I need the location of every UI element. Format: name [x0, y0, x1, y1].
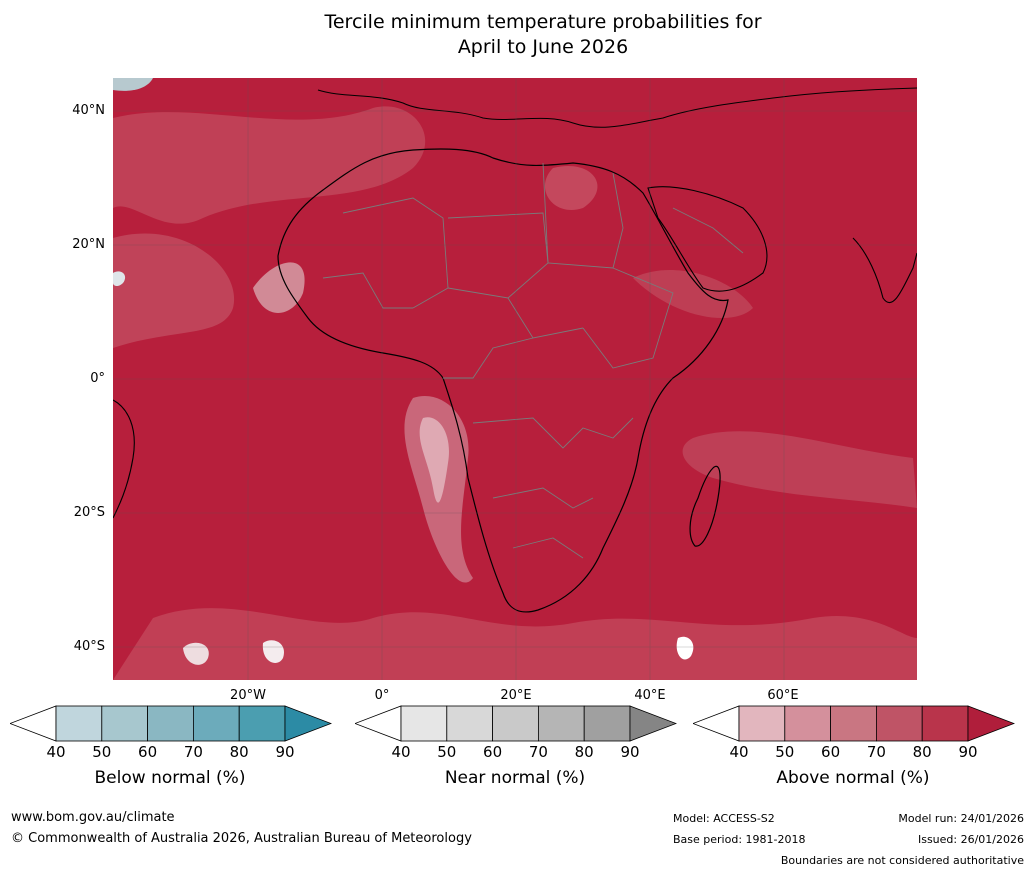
colorbar-near — [355, 705, 677, 742]
colorbar-near-tick-70: 70 — [528, 743, 548, 761]
issued-text: Issued: 26/01/2026 — [917, 833, 1024, 846]
map-canvas — [113, 78, 917, 680]
colorbar-above — [693, 705, 1015, 742]
colorbar-near-tick-80: 80 — [574, 743, 594, 761]
colorbar-near-under-triangle — [355, 705, 402, 742]
colorbar-below-segment-50 — [101, 705, 149, 742]
colorbar-near-segment-60 — [492, 705, 539, 742]
colorbar-below-tick-90: 90 — [275, 743, 295, 761]
colorbar-below-tick-40: 40 — [46, 743, 66, 761]
colorbar-below-segment-70 — [192, 705, 240, 742]
website-link[interactable]: www.bom.gov.au/climate — [11, 810, 175, 825]
colorbar-below-tick-70: 70 — [183, 743, 203, 761]
colorbar-below-tick-60: 60 — [138, 743, 158, 761]
colorbar-above-tick-70: 70 — [866, 743, 886, 761]
lon-label-20w: 20°W — [230, 688, 266, 703]
colorbar-near-segment-50 — [446, 705, 494, 742]
colorbar-near-tick-50: 50 — [437, 743, 457, 761]
colorbar-above-tick-50: 50 — [775, 743, 795, 761]
colorbar-near-segment-70 — [537, 705, 585, 742]
lat-label-20s: 20°S — [73, 505, 105, 520]
colorbar-below-segment-80 — [238, 705, 286, 742]
colorbar-near-tick-60: 60 — [483, 743, 503, 761]
title-line-2: April to June 2026 — [457, 36, 629, 58]
probability-map — [113, 78, 917, 680]
colorbar-above-segment-70 — [875, 705, 923, 742]
map-title: Tercile minimum temperature probabilitie… — [0, 10, 1035, 60]
lon-label-40e: 40°E — [634, 688, 666, 703]
colorbar-near-segment-40 — [400, 705, 448, 742]
colorbar-below-title: Below normal (%) — [94, 768, 246, 788]
title-line-1: Tercile minimum temperature probabilitie… — [324, 11, 762, 33]
lat-label-20n: 20°N — [72, 237, 105, 252]
copyright-text: © Commonwealth of Australia 2026, Austra… — [11, 831, 472, 846]
colorbar-near-over-triangle — [629, 705, 677, 742]
model-run-text: Model run: 24/01/2026 — [898, 812, 1024, 825]
colorbar-below-segment-40 — [55, 705, 103, 742]
colorbar-near-segment-80 — [583, 705, 631, 742]
model-text: Model: ACCESS-S2 — [673, 812, 775, 825]
colorbar-above-segment-40 — [738, 705, 786, 742]
colorbar-below-segment-60 — [147, 705, 194, 742]
colorbar-above-over-triangle — [967, 705, 1015, 742]
colorbar-below — [10, 705, 332, 742]
colorbar-near-title: Near normal (%) — [444, 768, 586, 788]
colorbar-below-over-triangle — [284, 705, 332, 742]
colorbar-above-segment-80 — [921, 705, 969, 742]
colorbar-near-tick-40: 40 — [391, 743, 411, 761]
lat-label-40n: 40°N — [72, 103, 105, 118]
lon-label-0: 0° — [374, 688, 390, 703]
colorbar-above-under-triangle — [693, 705, 740, 742]
lon-label-60e: 60°E — [767, 688, 799, 703]
colorbar-above-segment-60 — [830, 705, 877, 742]
disclaimer-text: Boundaries are not considered authoritat… — [780, 854, 1024, 867]
lat-label-40s: 40°S — [73, 639, 105, 654]
base-period-text: Base period: 1981-2018 — [673, 833, 806, 846]
colorbar-below-tick-50: 50 — [92, 743, 112, 761]
colorbar-above-tick-40: 40 — [729, 743, 749, 761]
colorbar-near-tick-90: 90 — [620, 743, 640, 761]
colorbar-below-tick-80: 80 — [229, 743, 249, 761]
colorbar-above-segment-50 — [784, 705, 832, 742]
colorbar-above-tick-60: 60 — [821, 743, 841, 761]
colorbar-above-title: Above normal (%) — [776, 768, 930, 788]
colorbar-below-under-triangle — [10, 705, 57, 742]
colorbar-above-tick-90: 90 — [958, 743, 978, 761]
lon-label-20e: 20°E — [500, 688, 532, 703]
lat-label-0: 0° — [90, 371, 105, 386]
colorbar-above-tick-80: 80 — [912, 743, 932, 761]
